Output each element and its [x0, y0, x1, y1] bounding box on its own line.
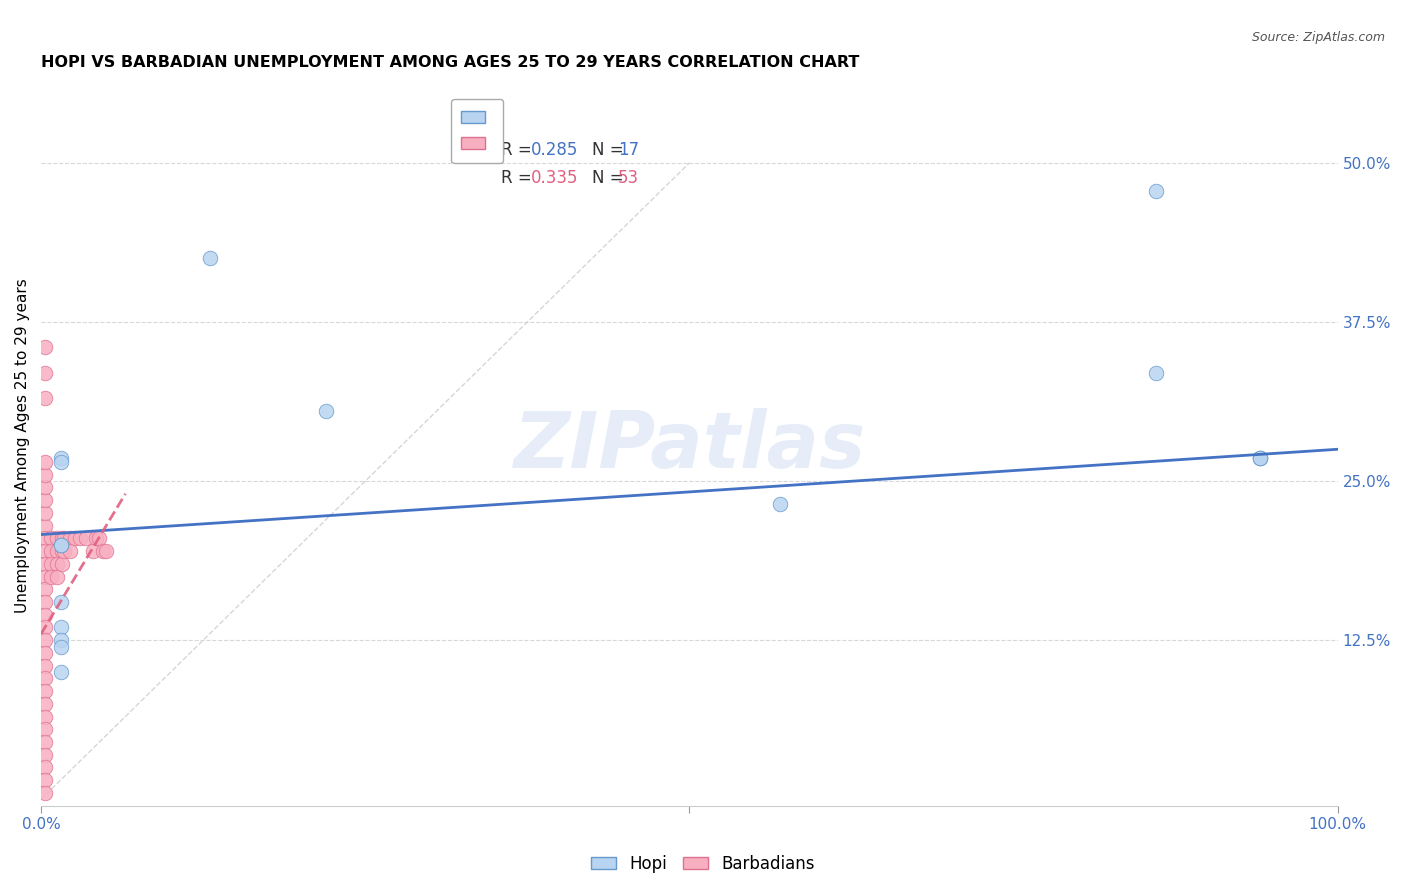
- Point: [41, 569, 63, 583]
- Point: [49, 455, 72, 469]
- Text: R =: R =: [502, 141, 537, 159]
- Point: [34, 569, 56, 583]
- Point: [49, 633, 72, 648]
- Point: [41, 532, 63, 546]
- Point: [34, 557, 56, 571]
- Point: [45, 544, 67, 558]
- Point: [1249, 451, 1271, 466]
- Point: [34, 493, 56, 508]
- Point: [45, 557, 67, 571]
- Point: [49, 595, 72, 609]
- Text: Source: ZipAtlas.com: Source: ZipAtlas.com: [1251, 31, 1385, 45]
- Point: [34, 760, 56, 774]
- Point: [84, 532, 107, 546]
- Point: [51, 544, 73, 558]
- Point: [34, 455, 56, 469]
- Point: [34, 671, 56, 685]
- Point: [34, 747, 56, 762]
- Point: [49, 538, 72, 552]
- Point: [93, 544, 115, 558]
- Point: [34, 392, 56, 406]
- Point: [1144, 366, 1167, 380]
- Legend: Hopi, Barbadians: Hopi, Barbadians: [583, 848, 823, 880]
- Point: [53, 532, 76, 546]
- Point: [49, 538, 72, 552]
- Y-axis label: Unemployment Among Ages 25 to 29 years: Unemployment Among Ages 25 to 29 years: [15, 278, 30, 614]
- Point: [315, 404, 337, 418]
- Point: [1249, 451, 1271, 466]
- Text: 53: 53: [619, 169, 640, 187]
- Point: [34, 620, 56, 634]
- Point: [34, 582, 56, 597]
- Point: [34, 366, 56, 380]
- Point: [89, 532, 111, 546]
- Text: 0.285: 0.285: [531, 141, 579, 159]
- Point: [34, 773, 56, 788]
- Point: [34, 480, 56, 494]
- Point: [41, 544, 63, 558]
- Text: 0.335: 0.335: [531, 169, 579, 187]
- Point: [34, 518, 56, 533]
- Text: 17: 17: [619, 141, 640, 159]
- Point: [82, 544, 104, 558]
- Point: [76, 532, 98, 546]
- Point: [34, 633, 56, 648]
- Point: [34, 607, 56, 622]
- Point: [45, 569, 67, 583]
- Point: [34, 658, 56, 673]
- Point: [34, 467, 56, 482]
- Text: N =: N =: [592, 169, 628, 187]
- Point: [34, 506, 56, 520]
- Point: [34, 544, 56, 558]
- Point: [34, 684, 56, 698]
- Point: [49, 620, 72, 634]
- Point: [34, 532, 56, 546]
- Point: [51, 532, 73, 546]
- Text: R =: R =: [502, 169, 537, 187]
- Point: [34, 709, 56, 723]
- Point: [1249, 451, 1271, 466]
- Point: [34, 697, 56, 711]
- Point: [34, 341, 56, 355]
- Text: N =: N =: [592, 141, 628, 159]
- Point: [49, 451, 72, 466]
- Point: [69, 532, 91, 546]
- Point: [41, 557, 63, 571]
- Text: ZIPatlas: ZIPatlas: [513, 408, 866, 484]
- Legend: , : ,: [451, 98, 503, 163]
- Point: [769, 497, 792, 511]
- Point: [59, 544, 82, 558]
- Point: [34, 786, 56, 800]
- Point: [51, 557, 73, 571]
- Text: HOPI VS BARBADIAN UNEMPLOYMENT AMONG AGES 25 TO 29 YEARS CORRELATION CHART: HOPI VS BARBADIAN UNEMPLOYMENT AMONG AGE…: [41, 55, 859, 70]
- Point: [34, 595, 56, 609]
- Point: [49, 640, 72, 654]
- Point: [34, 723, 56, 737]
- Point: [59, 532, 82, 546]
- Point: [53, 544, 76, 558]
- Point: [1144, 184, 1167, 198]
- Point: [45, 532, 67, 546]
- Point: [49, 665, 72, 679]
- Point: [63, 532, 86, 546]
- Point: [34, 735, 56, 749]
- Point: [34, 646, 56, 660]
- Point: [198, 252, 221, 266]
- Point: [94, 544, 117, 558]
